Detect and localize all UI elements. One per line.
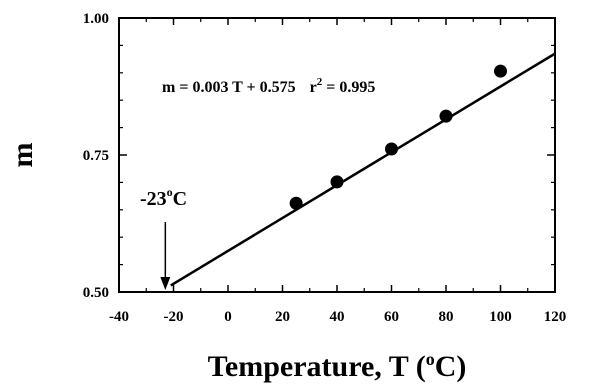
annotation-group: -23oC [140, 185, 187, 290]
equation-r-label: r [310, 79, 317, 96]
x-axis-title-superscript: o [426, 349, 435, 369]
fit-line [170, 52, 556, 287]
data-point [494, 64, 507, 78]
x-tick-label: -20 [164, 309, 184, 325]
x-axis-title: Temperature, T (oC) [208, 349, 467, 383]
annotation-label-end: C [173, 188, 187, 210]
annotation-label: -23oC [140, 185, 187, 210]
x-tick-label: 120 [544, 309, 567, 325]
x-axis-title-main: Temperature, T ( [208, 350, 426, 383]
x-tick-label: -40 [109, 309, 129, 325]
x-tick-label: 0 [224, 309, 232, 325]
x-tick-label: 80 [439, 309, 454, 325]
data-point [385, 142, 398, 156]
annotation-arrow-head [160, 277, 171, 290]
equation-r-superscript: 2 [317, 76, 323, 88]
data-point [330, 175, 344, 189]
fit-line-group [170, 52, 556, 287]
plot-frame [118, 17, 556, 293]
y-axis-title: m [6, 143, 39, 168]
equation-m-part: m = 0.003 T + 0.575 [162, 79, 296, 96]
x-tick-label: 40 [330, 309, 345, 325]
x-tick-label: 20 [275, 309, 290, 325]
y-tick-label: 0.75 [83, 148, 109, 164]
y-tick-label: 1.00 [83, 11, 109, 27]
axis-ticks [118, 17, 556, 293]
annotation-label-main: -23 [140, 188, 167, 210]
data-point [289, 196, 303, 210]
equation-r-value: = 0.995 [322, 79, 375, 96]
x-tick-label: 100 [489, 309, 512, 325]
data-point [439, 109, 453, 123]
data-points [289, 64, 507, 210]
x-tick-label: 60 [384, 309, 399, 325]
x-axis-title-end: C) [435, 350, 467, 383]
equation: m = 0.003 T + 0.575 r2 = 0.995 [162, 76, 375, 96]
y-tick-label: 0.50 [83, 285, 109, 301]
annotation-label-superscript: o [167, 185, 173, 199]
axis-tick-labels: -40 -20 0 20 40 60 80 100 120 0.50 0.75 1.00 [83, 11, 567, 325]
